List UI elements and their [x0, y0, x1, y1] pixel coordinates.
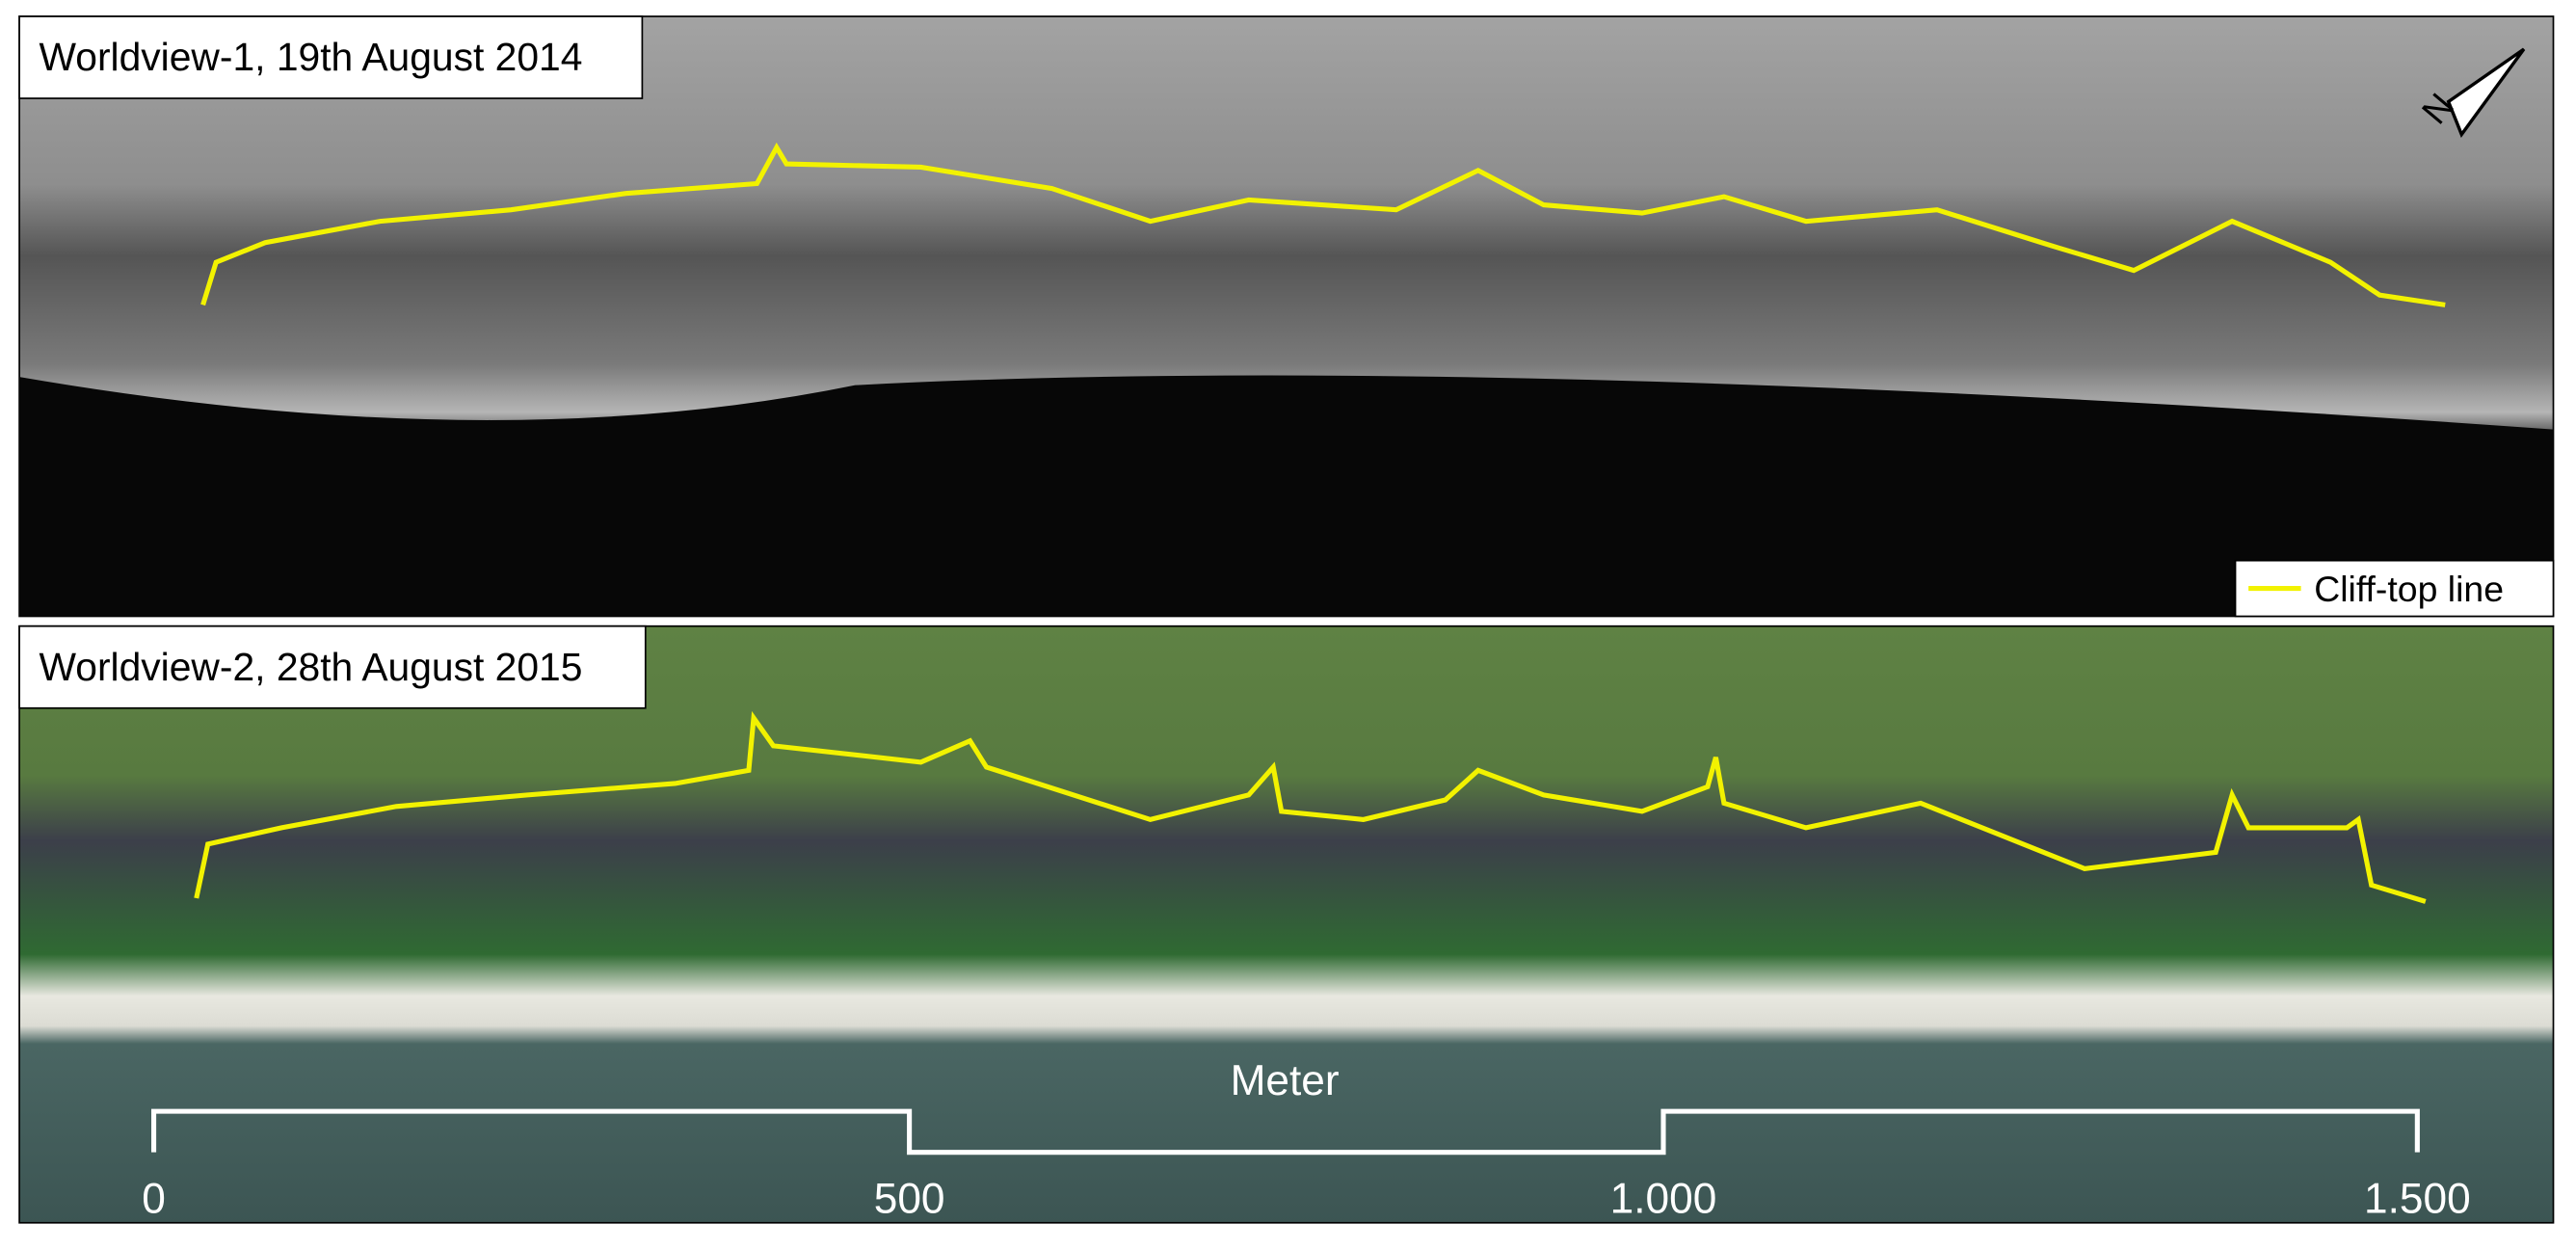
- scale-tick-label: 500: [874, 1176, 945, 1223]
- label-box: [18, 15, 644, 99]
- panel-label: Worldview-1, 19th August 2014: [40, 35, 583, 79]
- cliff-top-line: [200, 142, 2446, 307]
- label-box: [18, 624, 647, 709]
- scale-tick-label: 1.500: [2364, 1176, 2471, 1223]
- scale-bar: Meter 0 500 1.000 1.500: [142, 1057, 2470, 1222]
- scale-tick-label: 0: [142, 1176, 166, 1223]
- water: [19, 375, 2554, 617]
- cliff-top-line: [194, 710, 2427, 904]
- scale-title: Meter: [1231, 1057, 1340, 1104]
- panel-image: [18, 624, 2555, 1224]
- legend-label: Cliff-top line: [2314, 569, 2504, 609]
- panel-label: Worldview-2, 28th August 2015: [40, 645, 583, 689]
- scale-tick-label: 1.000: [1610, 1176, 1717, 1223]
